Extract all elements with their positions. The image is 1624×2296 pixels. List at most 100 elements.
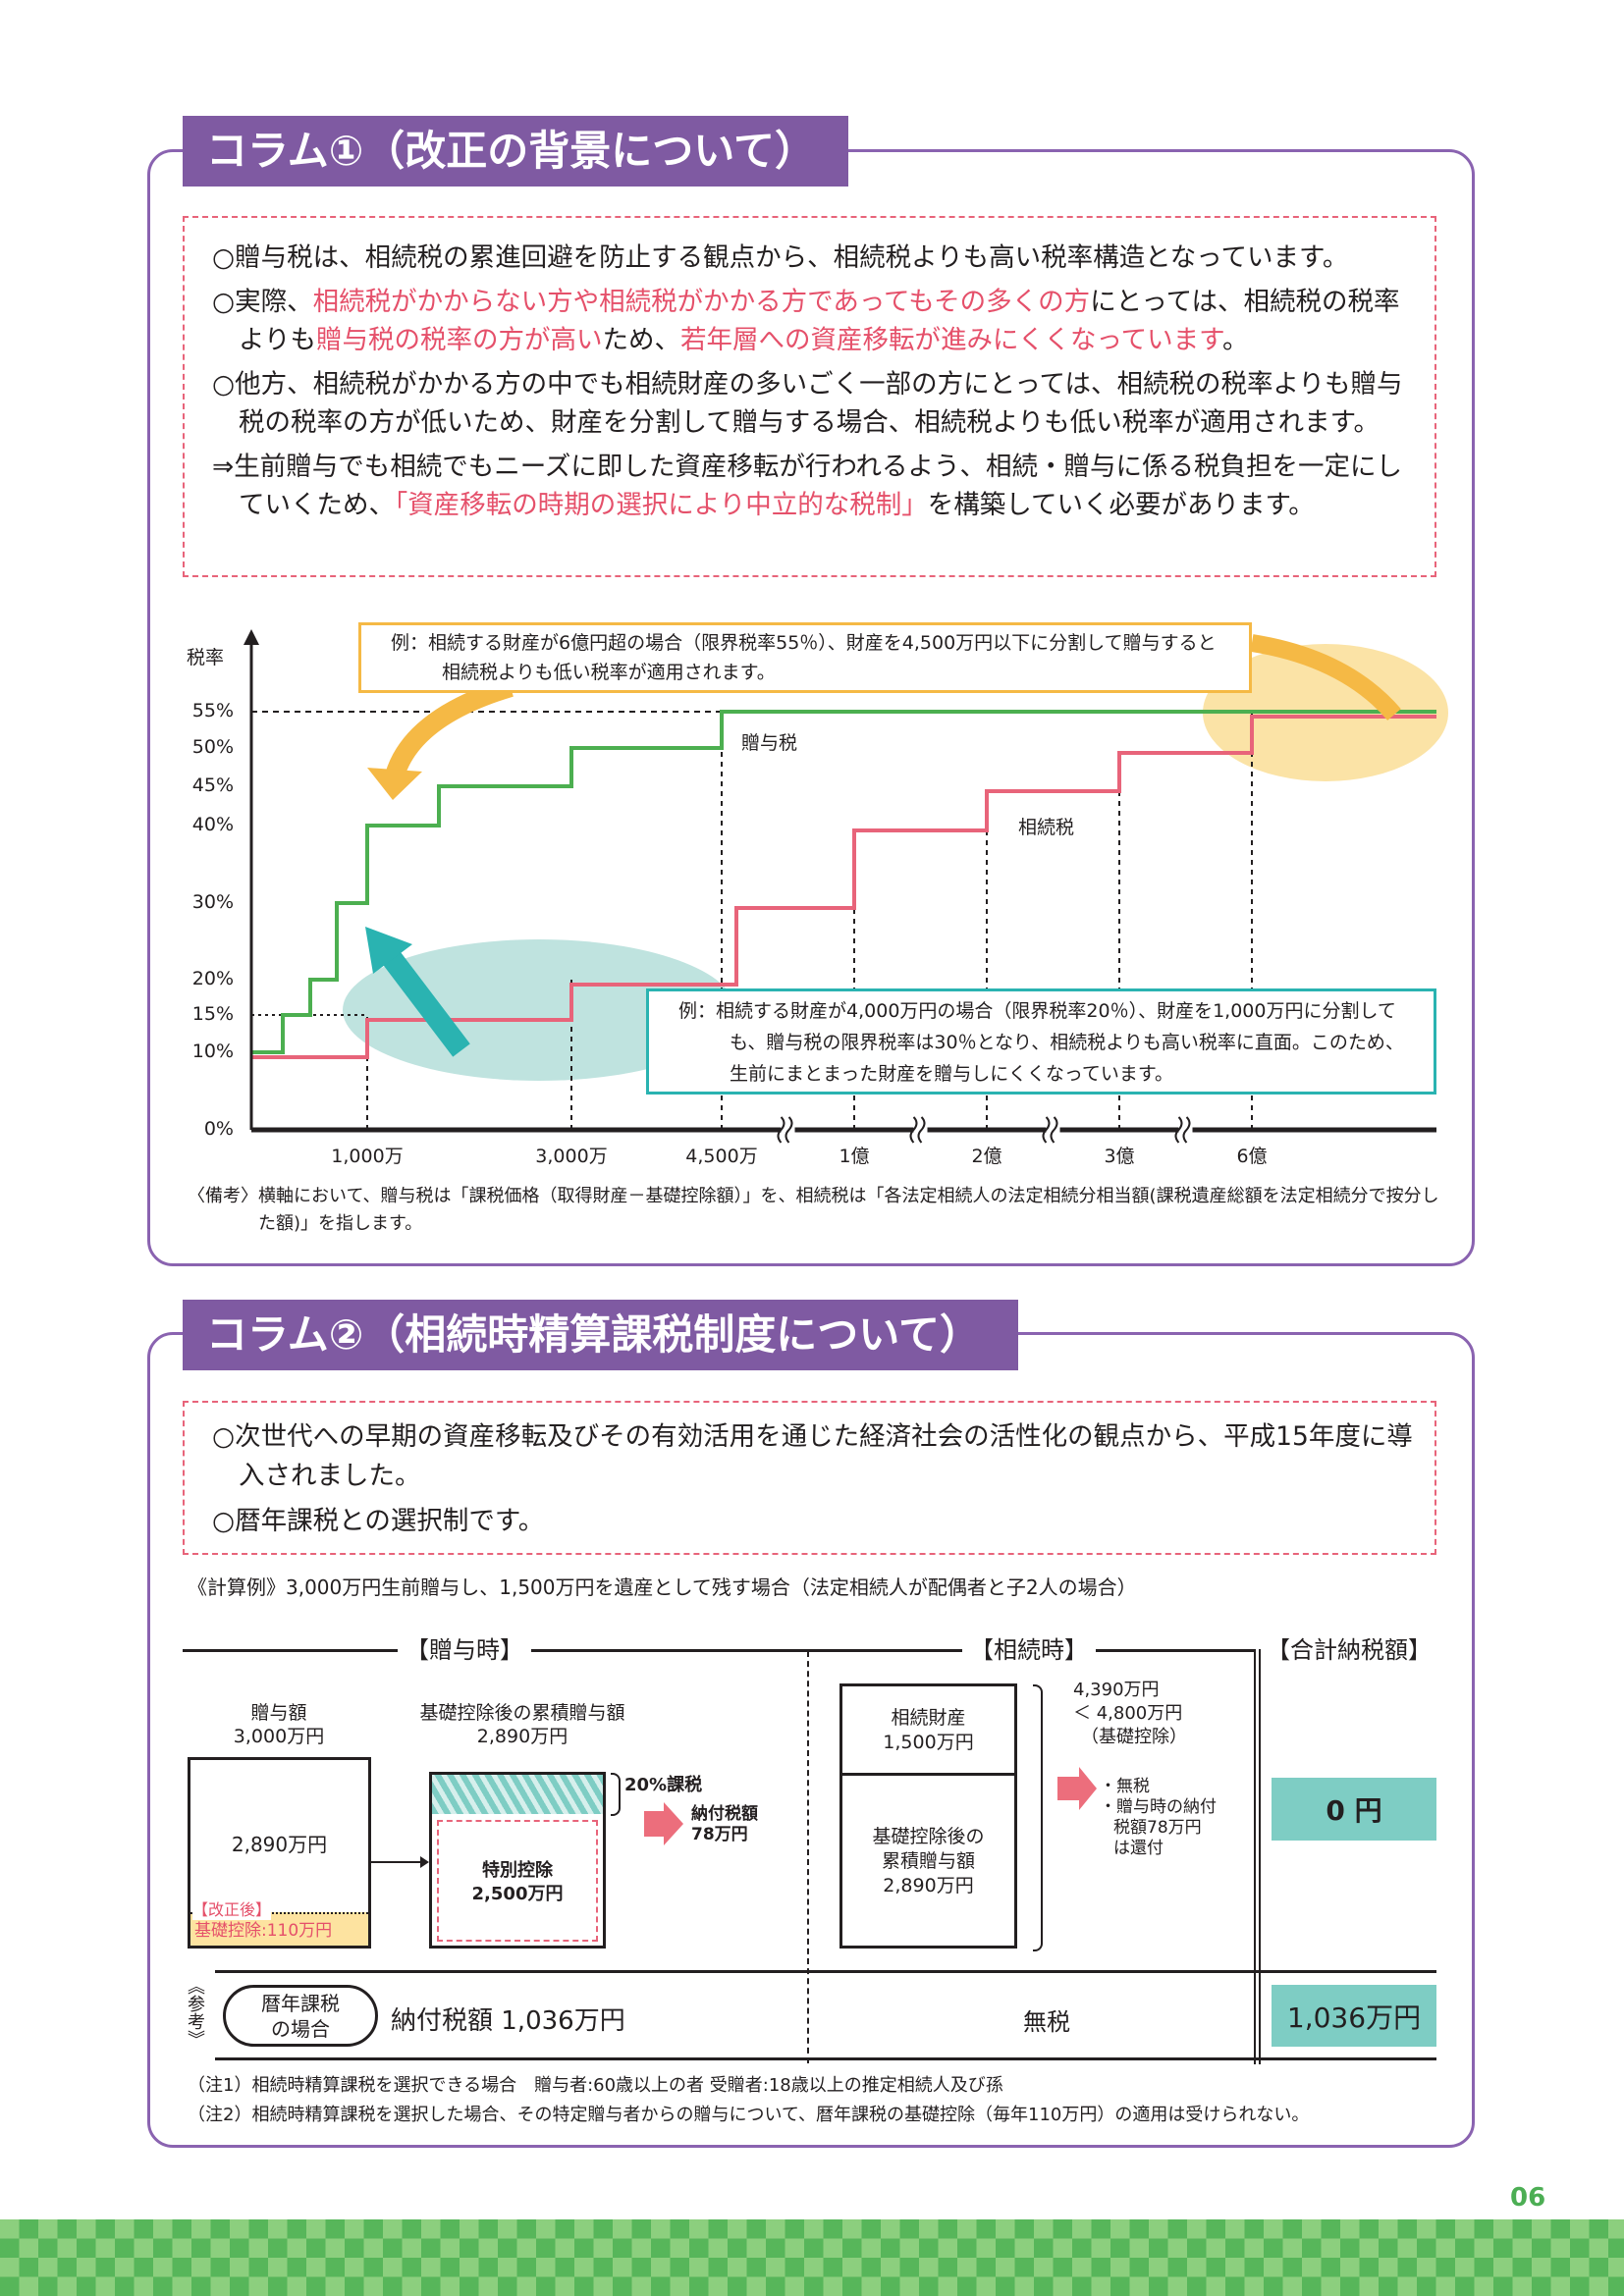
highlight-segment: 相続税がかからない方や相続税がかかる方であってもその多くの方	[312, 287, 1091, 317]
inheritance-tax-line	[251, 715, 1436, 1059]
text-segment: を構築していく必要があります。	[927, 490, 1315, 520]
annotation-prefix: 例：	[678, 1000, 717, 1022]
reference-row-top-rule	[215, 1970, 1436, 1973]
highlight-segment: 贈与税の税率の方が高い	[315, 325, 603, 355]
chart-note: 〈備考〉横軸において、贈与税は「課税価格（取得財産－基礎控除額）」を、相続税は「…	[188, 1186, 1439, 1234]
cumulative-gift-inheritance-box: 基礎控除後の 累積贈与額 2,890万円	[839, 1773, 1017, 1949]
teal-arrow-icon	[382, 950, 470, 1057]
comparison-note: （基礎控除）	[1081, 1727, 1187, 1747]
inheritance-comparison: 4,390万円 ＜ 4,800万円 （基礎控除）	[1073, 1679, 1187, 1749]
pink-arrowhead-icon	[1079, 1767, 1097, 1810]
highlight-segment: 「資産移転の時期の選択により中立的な税制」	[395, 490, 928, 520]
flow-arrow	[371, 1861, 422, 1863]
text-segment: ○他方、相続税がかかる方の中でも相続財産の多いごく一部の方にとっては、相続税の税…	[212, 369, 1403, 438]
annotation-gift-split: 例：相続する財産が6億円超の場合（限界税率55％）、財産を4,500万円以下に分…	[358, 622, 1252, 693]
annotation-text: 相続する財産が6億円超の場合（限界税率55％）、財産を4,500万円以下に分割し…	[428, 632, 1217, 683]
reference-total: 1,036万円	[1272, 1985, 1436, 2047]
y-tick-label: 0%	[203, 1118, 234, 1140]
basic-deduction-label: 基礎控除:110万円	[194, 1921, 333, 1941]
orange-arrowhead-icon	[367, 768, 422, 800]
text-segment: 。	[1221, 325, 1249, 355]
column2-title: コラム②（相続時精算課税制度について）	[183, 1300, 1018, 1370]
text-segment: ○実際、	[212, 287, 313, 317]
annotation-inheritance-split: 例：相続する財産が4,000万円の場合（限界税率20％）、財産を1,000万円に…	[646, 988, 1436, 1095]
series-label-inheritance-tax: 相続税	[1018, 817, 1075, 838]
axis-break-icon	[1050, 1116, 1058, 1144]
example-caption: 《計算例》3,000万円生前贈与し、1,500万円を遺産として残す場合（法定相続…	[188, 1575, 1137, 1599]
column2-summary-text: ○次世代への早期の資産移転及びその有効活用を通じた経済社会の活性化の観点から、平…	[212, 1417, 1420, 1547]
header-total-tax: 【合計納税額】	[1265, 1634, 1434, 1666]
axis-break-icon	[909, 1116, 918, 1144]
header-inheritance-time: 【相続時】	[962, 1634, 1096, 1666]
x-tick-label: 1,000万	[331, 1146, 404, 1167]
cumulative-inheritance-label: 基礎控除後の 累積贈与額 2,890万円	[872, 1826, 985, 1896]
summary-paragraph: ⇒生前贈与でも相続でもニーズに即した資産移転が行われるよう、相続・贈与に係る税負…	[212, 448, 1420, 524]
tax-rate-label: 20%課税	[624, 1775, 703, 1795]
reference-case-pill: 暦年課税 の場合	[223, 1985, 378, 2047]
axis-break-icon	[917, 1116, 926, 1144]
text-segment: ⇒生前贈与でも相続でもニーズに即した資産移転が行われるよう、相続・贈与に係る税負…	[212, 452, 1403, 520]
column1-summary-box	[183, 216, 1436, 577]
section-divider-dashed	[807, 1651, 809, 2063]
pink-arrow-icon	[1057, 1777, 1079, 1800]
y-axis-label: 税率	[187, 647, 225, 668]
tax-paid-label: 納付税額 78万円	[691, 1804, 758, 1844]
summary-paragraph: ○他方、相続税がかかる方の中でも相続財産の多いごく一部の方にとっては、相続税の税…	[212, 365, 1420, 442]
x-tick-label: 3億	[1104, 1146, 1135, 1167]
x-tick-label: 3,000万	[535, 1146, 608, 1167]
comparison: ＜ 4,800万円	[1073, 1703, 1183, 1724]
reference-row-bottom-rule	[215, 2057, 1436, 2060]
y-tick-label: 40%	[191, 814, 234, 835]
axis-break-icon	[785, 1116, 793, 1144]
summary-paragraph: ○実際、相続税がかからない方や相続税がかかる方であってもその多くの方にとっては、…	[212, 283, 1420, 359]
orange-connector-icon	[1250, 634, 1401, 721]
y-tick-label: 15%	[191, 1003, 234, 1025]
summary-paragraph: ○贈与税は、相続税の累進回避を防止する観点から、相続税よりも高い税率構造となって…	[212, 239, 1420, 277]
text-segment: にとっては、相続税の税率よりも	[239, 287, 1400, 355]
annotation-text: 相続する財産が4,000万円の場合（限界税率20％）、財産を1,000万円に分割…	[716, 1000, 1404, 1085]
reference-marker: 《参考》	[185, 1977, 205, 2048]
brace-icon	[611, 1773, 621, 1816]
y-tick-label: 45%	[191, 774, 234, 796]
reference-gift-tax: 納付税額 1,036万円	[391, 2006, 625, 2036]
header-gift-time: 【贈与時】	[398, 1634, 531, 1666]
total-tax-value: 0 円	[1272, 1778, 1436, 1841]
taxable-portion-hatched	[432, 1775, 603, 1814]
annotation-prefix: 例：	[391, 632, 429, 654]
highlight-ellipse-teal	[343, 939, 735, 1081]
column1-title: コラム①（改正の背景について）	[183, 116, 848, 187]
flow-arrowhead-icon	[420, 1856, 429, 1868]
axis-break-icon	[777, 1116, 785, 1144]
pink-arrow-icon	[644, 1811, 664, 1837]
inheritance-results: ・無税 ・贈与時の納付 税額78万円 は還付	[1100, 1777, 1217, 1858]
pink-arrowhead-icon	[664, 1802, 683, 1845]
series-label-gift-tax: 贈与税	[741, 732, 798, 754]
header-rule	[183, 1649, 1255, 1652]
gift-amount-box: 2,890万円 【改正後】 基礎控除:110万円	[188, 1757, 371, 1949]
estate-box: 相続財産 1,500万円	[839, 1683, 1017, 1776]
special-deduction-area	[437, 1820, 598, 1942]
summary-paragraph: ○暦年課税との選択制です。	[212, 1506, 545, 1536]
x-tick-label: 4,500万	[685, 1146, 758, 1167]
y-tick-label: 55%	[191, 700, 234, 721]
teal-arrowhead-icon	[365, 927, 412, 974]
text-segment: ため、	[602, 325, 680, 355]
gift-tax-line	[251, 710, 1436, 1054]
x-tick-label: 1億	[839, 1146, 870, 1167]
footnote: （注2）相続時精算課税を選択した場合、その特定贈与者からの贈与について、暦年課税…	[188, 2105, 1310, 2125]
orange-arrow-icon	[385, 677, 514, 779]
y-tick-label: 10%	[191, 1041, 234, 1062]
checker-footer-band	[0, 2219, 1624, 2296]
y-tick-label: 50%	[191, 736, 234, 758]
column1-summary-text: ○贈与税は、相続税の累進回避を防止する観点から、相続税よりも高い税率構造となって…	[212, 239, 1420, 530]
text-segment: ○贈与税は、相続税の累進回避を防止する観点から、相続税よりも高い税率構造となって…	[212, 242, 1349, 273]
axis-break-icon	[1174, 1116, 1183, 1144]
special-deduction-label: 特別控除 2,500万円	[471, 1860, 564, 1904]
brace-icon	[1033, 1684, 1043, 1951]
x-tick-label: 6億	[1236, 1146, 1268, 1167]
revised-label: 【改正後】	[192, 1896, 272, 1920]
axis-break-icon	[1182, 1116, 1191, 1144]
x-tick-label: 2億	[971, 1146, 1002, 1167]
axis-break-icon	[1042, 1116, 1051, 1144]
tax-rate-chart	[244, 629, 1448, 1144]
